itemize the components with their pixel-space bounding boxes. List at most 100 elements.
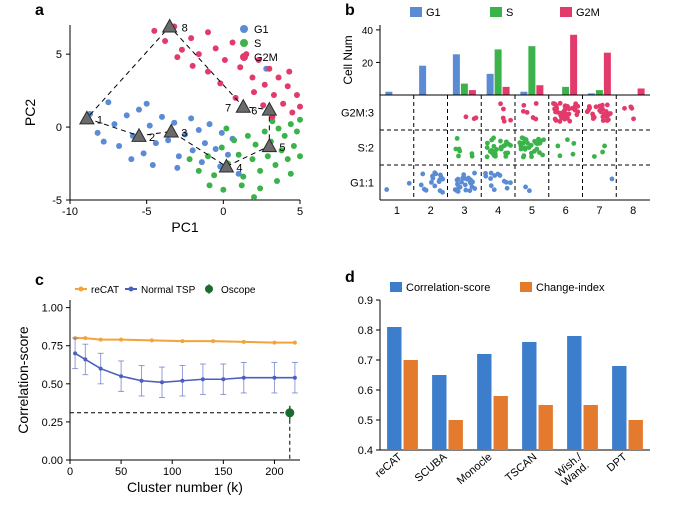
strip-point	[459, 180, 464, 185]
strip-point	[525, 110, 530, 115]
bar	[449, 420, 463, 450]
strip-point	[470, 179, 475, 184]
legend-label: Correlation-score	[406, 282, 490, 294]
scatter-point	[136, 107, 142, 113]
scatter-point	[262, 128, 268, 134]
scatter-point	[245, 133, 251, 139]
bar	[432, 375, 446, 450]
strip-point	[508, 180, 513, 185]
strip-point	[474, 115, 479, 120]
scatter-point	[271, 92, 277, 98]
category-label: TSCAN	[503, 451, 539, 484]
strip-point	[523, 185, 528, 190]
scatter-point	[220, 187, 226, 193]
bar	[612, 366, 626, 450]
strip-point	[606, 117, 611, 122]
svg-text:0.6: 0.6	[358, 385, 373, 397]
strip-point	[490, 151, 495, 156]
ylabel: Cell Num	[341, 35, 355, 84]
strip-point	[554, 103, 559, 108]
svg-text:0.4: 0.4	[358, 445, 373, 457]
svg-text:5: 5	[529, 205, 535, 217]
bar	[567, 336, 581, 450]
figure-svg: a-10-505-505PC1PC212345678G1SG2Mb2040Cel…	[0, 0, 675, 501]
scatter-point	[253, 142, 259, 148]
legend-label: G1	[426, 7, 441, 19]
strip-point	[555, 144, 560, 149]
svg-text:0: 0	[220, 206, 226, 218]
scatter-point	[95, 130, 101, 136]
scatter-point	[174, 165, 180, 171]
bar	[522, 342, 536, 450]
strip-point	[420, 172, 425, 177]
panel-c: c0501001502000.000.250.500.751.00Cluster…	[15, 272, 300, 495]
strip-point	[498, 139, 503, 144]
scatter-point	[294, 92, 300, 98]
scatter-point	[223, 126, 229, 132]
strip-point	[628, 104, 633, 109]
scatter-point	[288, 121, 294, 127]
cluster-number: 6	[251, 106, 257, 118]
scatter-point	[237, 64, 243, 70]
bar	[487, 74, 494, 95]
strip-point	[492, 187, 497, 192]
strip-point	[631, 116, 636, 121]
scatter-point	[147, 123, 153, 129]
legend-swatch	[410, 7, 422, 17]
svg-text:0.50: 0.50	[42, 379, 63, 391]
svg-text:7: 7	[596, 205, 602, 217]
strip-point	[590, 112, 595, 117]
legend-swatch	[390, 282, 402, 292]
scatter-point	[251, 89, 257, 95]
bar	[453, 54, 460, 95]
legend-label: Normal TSP	[141, 285, 196, 296]
bar	[570, 35, 577, 95]
row-label: G2M:3	[341, 108, 374, 120]
strip-point	[499, 145, 504, 150]
tsp-line	[75, 353, 295, 382]
strip-point	[465, 177, 470, 182]
scatter-point	[199, 159, 205, 165]
scatter-point	[105, 99, 111, 105]
strip-point	[505, 186, 510, 191]
strip-point	[502, 179, 507, 184]
svg-text:1: 1	[394, 205, 400, 217]
strip-point	[488, 176, 493, 181]
scatter-point	[282, 133, 288, 139]
scatter-point	[285, 83, 291, 89]
legend-swatch	[490, 7, 502, 17]
strip-point	[498, 101, 503, 106]
bar	[477, 354, 491, 450]
strip-point	[485, 141, 490, 146]
tsp-path	[87, 26, 269, 166]
bar	[503, 87, 510, 95]
scatter-point	[285, 156, 291, 162]
strip-point	[430, 174, 435, 179]
strip-point	[571, 152, 576, 157]
legend-swatch	[520, 282, 532, 292]
strip-point	[565, 137, 570, 142]
category-label: Wish./Wand.	[553, 451, 593, 489]
strip-point	[571, 141, 576, 146]
scatter-point	[207, 182, 213, 188]
strip-point	[456, 154, 461, 159]
svg-text:6: 6	[563, 205, 569, 217]
scatter-point	[128, 156, 134, 162]
strip-point	[573, 101, 578, 106]
strip-point	[463, 188, 468, 193]
strip-point	[439, 176, 444, 181]
scatter-point	[205, 153, 211, 159]
strip-point	[558, 119, 563, 124]
panel-a: a-10-505-505PC1PC212345678G1SG2M	[22, 2, 303, 235]
scatter-point	[213, 45, 219, 51]
strip-point	[489, 171, 494, 176]
scatter-point	[176, 153, 182, 159]
strip-point	[464, 114, 469, 119]
svg-text:0: 0	[67, 466, 73, 478]
svg-text:3: 3	[461, 205, 467, 217]
svg-text:2: 2	[428, 205, 434, 217]
strip-point	[503, 154, 508, 159]
legend-label: S	[506, 7, 513, 19]
category-label: Monocle	[455, 451, 495, 487]
scatter-point	[265, 153, 271, 159]
